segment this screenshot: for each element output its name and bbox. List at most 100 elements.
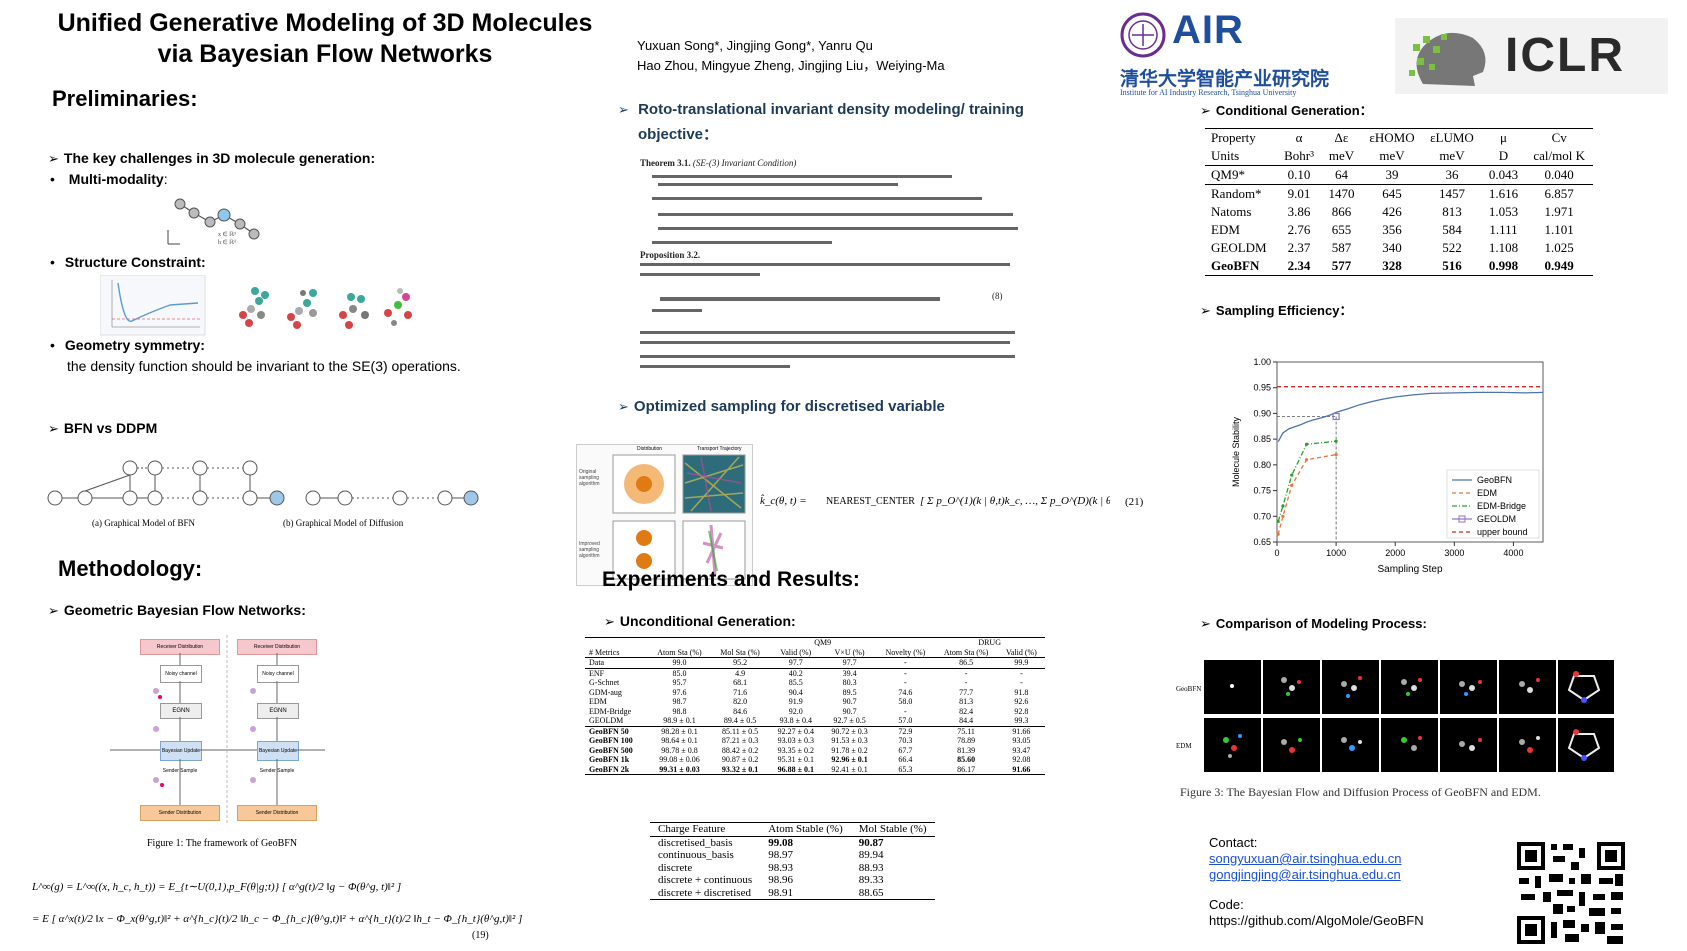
table-cell: 87.21 ± 0.3: [721, 736, 759, 745]
property-header-cell: α: [1295, 130, 1303, 145]
conditional-cell: Random*: [1211, 186, 1262, 201]
charge-cell: 89.94: [858, 849, 884, 861]
table-cell: 90.87 ± 0.2: [721, 755, 759, 764]
table-cell: 90.72 ± 0.3: [831, 726, 868, 736]
table-cell: GeoBFN 100: [589, 736, 633, 745]
y-tick-label: 0.65: [1253, 537, 1271, 547]
charge-cell: 99.08: [768, 836, 793, 849]
table-cell: 88.42 ± 0.2: [721, 745, 759, 755]
conditional-cell: 0.998: [1488, 258, 1519, 273]
table-cell: -: [1020, 668, 1023, 678]
table-row: GeoBFN 2k 99.31 ± 0.03 93.32 ± 0.1 96.88 ± …: [585, 765, 1045, 775]
conditional-cell: 2.37: [1287, 240, 1311, 255]
figure3-caption: Figure 3: The Bayesian Flow and Diffusio…: [1180, 785, 1541, 799]
units-header-cell: D: [1498, 148, 1509, 163]
email-link-2[interactable]: gongjingjing@air.tsinghua.edu.cn: [1209, 867, 1401, 882]
qm9-cell: 64: [1334, 167, 1348, 182]
molecule-cluster-4: [384, 288, 412, 326]
qr-code-icon[interactable]: [1515, 840, 1627, 946]
y-tick-label: 0.95: [1253, 383, 1271, 393]
table-cell: 92.08: [1012, 755, 1031, 764]
legend-label-geobfn: GeoBFN: [1477, 475, 1512, 485]
conditional-cell: 587: [1331, 240, 1352, 255]
comparison-heading: Comparison of Modeling Process:: [1200, 616, 1427, 632]
edm-bridge-point: [1334, 439, 1338, 443]
sender-box-2: Sender Distribution: [237, 805, 317, 821]
y-tick-label: 0.70: [1253, 511, 1271, 521]
theorem-title: Theorem 3.1.: [640, 158, 691, 168]
framework-caption: Figure 1: The framework of GeoBFN: [147, 838, 298, 849]
trajectory-label: Transport Trajectory: [697, 446, 742, 452]
charge-cell: 88.93: [858, 861, 884, 874]
charge-cell: continuous_basis: [658, 849, 734, 861]
unconditional-table-grid: QM9 DRUG # Metrics Atom Sta (%) Mol Sta (%…: [585, 638, 1045, 774]
nearest-center-equation: k̂_c(θ, t) = NEAREST_CENTER [ Σ p_O^(1)(…: [760, 494, 1110, 507]
conditional-cell: 356: [1382, 222, 1402, 237]
conditional-cell: 340: [1382, 240, 1402, 255]
methodology-heading: Methodology:: [58, 556, 203, 581]
table-row: GeoBFN 1k 99.08 ± 0.06 90.87 ± 0.2 95.31 ± …: [585, 755, 1045, 765]
table-header-cell: Novelty (%): [885, 647, 926, 657]
table-row: G-Schnet 95.7 68.1 85.5 80.3 - - -: [585, 678, 1045, 688]
charge-row: discretised_basis 99.08 90.87: [650, 836, 935, 849]
table-cell: -: [904, 668, 907, 678]
sampling-figure: Original sampling algorithm Improved sam…: [576, 444, 753, 586]
qm9-cell: 0.040: [1544, 167, 1574, 182]
table-cell: -: [964, 678, 968, 687]
gbfn-heading: Geometric Bayesian Flow Networks:: [48, 602, 306, 619]
sender-label-2: Sender Distribution: [255, 810, 299, 816]
conditional-cell: 1470: [1328, 186, 1355, 201]
table-cell: 95.31 ± 0.1: [777, 755, 814, 764]
air-wordmark: AIR: [1172, 8, 1244, 52]
multimodality-label: Multi-modality: [68, 171, 164, 187]
bayesian-box-2: Bayesian Update: [257, 741, 299, 761]
table-cell: 85.0: [672, 668, 687, 678]
edm-bridge-point: [1290, 473, 1294, 477]
legend-marker-geoldm: [1458, 515, 1466, 523]
air-chinese-name: 清华大学智能产业研究院: [1120, 68, 1330, 90]
conditional-cell: 2.76: [1287, 222, 1311, 237]
edm-point: [1334, 452, 1338, 457]
table-cell: 92.41 ± 0.1: [831, 764, 868, 774]
edm-row-label: EDM: [1176, 742, 1192, 750]
code-url[interactable]: https://github.com/AlgoMole/GeoBFN: [1209, 913, 1424, 928]
noisy-label-2: Noisy channel: [262, 671, 294, 677]
receiver-label-1: Receiver Distribution: [156, 644, 204, 650]
units-header-cell: meV: [1439, 148, 1465, 163]
noisy-box-1: Noisy channel: [160, 665, 202, 683]
units-header-cell: meV: [1379, 148, 1405, 163]
conditional-cell: 522: [1442, 240, 1462, 255]
contact-label: Contact:: [1209, 835, 1258, 850]
table-cell: 99.9: [1014, 658, 1029, 667]
qm9-reference-row: QM9* 0.10 64 39 36 0.043 0.040: [1205, 166, 1593, 185]
improved-sampling-label: Improved sampling algorithm: [579, 541, 600, 559]
table-cell: 40.2: [788, 668, 803, 678]
table-row: GeoBFN 50 98.28 ± 0.1 85.11 ± 0.5 92.27 ± 0…: [585, 726, 1045, 736]
authors-line2: Hao Zhou, Mingyue Zheng, Jingjing Liu，We…: [637, 58, 945, 73]
noisy-box-2: Noisy channel: [257, 665, 299, 683]
table-cell: 85.5: [788, 678, 803, 687]
table-row: GDM-aug 97.6 71.6 90.4 89.5 74.6 77.7 91.8: [585, 688, 1045, 698]
conditional-row: GeoBFN 2.34 577 328 516 0.998 0.949: [1205, 257, 1593, 275]
svg-text:[ Σ p_O^(1)(k | θ,t)k_c, …, Σ: [ Σ p_O^(1)(k | θ,t)k_c, …, Σ p_O^(D)(k …: [920, 495, 1110, 507]
charge-header-cell: Charge Feature: [658, 823, 726, 835]
svg-text:k̂_c(θ, t) =: k̂_c(θ, t) =: [760, 494, 807, 507]
bfn-vs-ddpm-heading: BFN vs DDPM: [48, 420, 157, 437]
table-cell: EDM-Bridge: [589, 706, 632, 716]
table-cell: 67.7: [898, 745, 913, 755]
table-cell: 99.31 ± 0.03: [659, 764, 700, 774]
molecule-cluster-3: [339, 293, 369, 329]
table-cell: 92.8: [1014, 706, 1029, 716]
table-cell: 78.89: [957, 736, 976, 745]
table-cell: 91.66: [1012, 764, 1031, 774]
qm9-cell: 39: [1385, 167, 1399, 182]
table-cell: 86.17: [957, 764, 976, 774]
geobfn-line: [1277, 391, 1544, 443]
diffusion-graph-caption: (b) Graphical Model of Diffusion: [283, 518, 404, 528]
egnn-label-1: EGNN: [172, 708, 190, 714]
table-cell: Data: [589, 658, 605, 667]
email-link-1[interactable]: songyuxuan@air.tsinghua.edu.cn: [1209, 851, 1402, 866]
table-header-cell: Valid (%): [1005, 647, 1037, 657]
charge-header-row: Charge Feature Atom Stable (%) Mol Stable …: [650, 823, 935, 836]
table-cell: 91.53 ± 0.3: [831, 736, 868, 745]
